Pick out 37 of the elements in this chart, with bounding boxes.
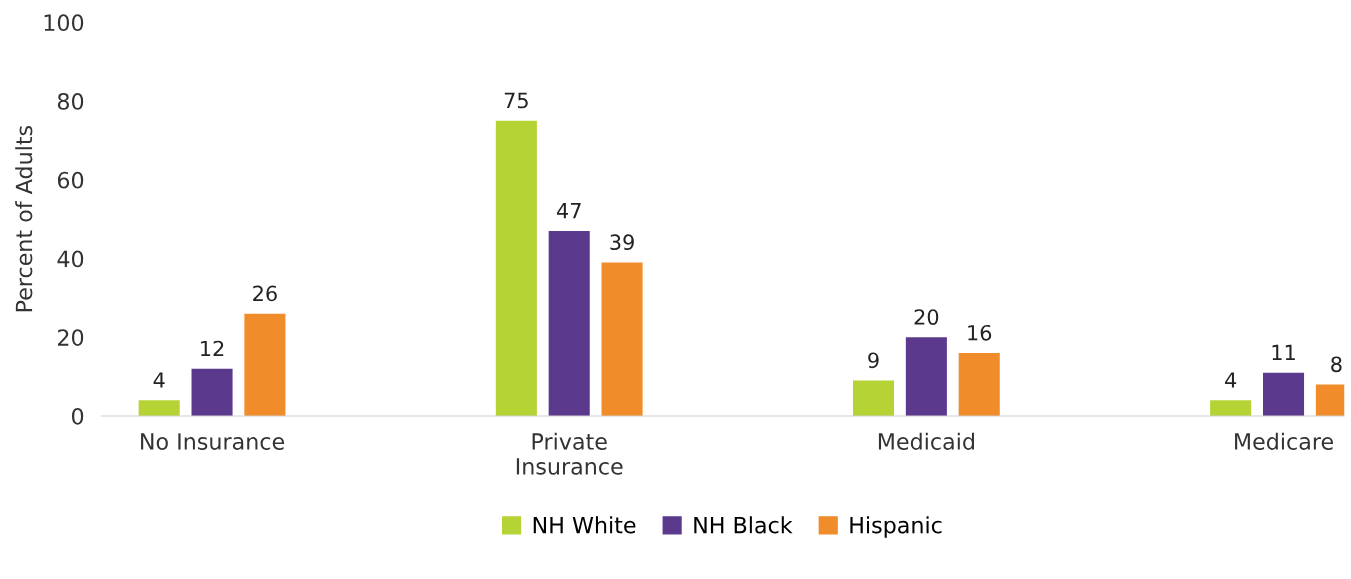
bar xyxy=(1210,400,1252,417)
y-axis-title: Percent of Adults xyxy=(15,125,33,312)
data-label: 26 xyxy=(253,285,277,302)
x-tick-label: Private Insurance xyxy=(516,432,623,475)
bar xyxy=(1262,372,1305,417)
data-label: 12 xyxy=(201,340,224,357)
bar xyxy=(191,368,233,417)
bar xyxy=(905,337,947,417)
bar xyxy=(495,120,537,417)
bar xyxy=(601,262,643,417)
data-label: 75 xyxy=(504,92,528,109)
bar xyxy=(852,380,895,417)
y-tick-label: 60 xyxy=(57,171,84,189)
data-label: 16 xyxy=(968,324,992,341)
y-tick-label: 0 xyxy=(71,407,84,425)
data-label: 47 xyxy=(556,203,581,219)
y-tick-label: 40 xyxy=(57,250,84,268)
data-label: 8 xyxy=(1331,356,1342,373)
legend-label: NH Black xyxy=(694,516,793,534)
data-label: 4 xyxy=(1225,372,1237,388)
legend-label: NH White xyxy=(533,516,636,534)
bar xyxy=(244,313,286,417)
data-label: 20 xyxy=(914,309,939,325)
legend-label: Hispanic xyxy=(850,516,942,538)
bar xyxy=(548,230,590,417)
y-tick-label: 100 xyxy=(44,14,84,32)
y-tick-label: 80 xyxy=(57,92,84,110)
bar xyxy=(138,400,180,417)
y-tick-label: 20 xyxy=(58,329,84,347)
data-label: 39 xyxy=(610,234,634,251)
x-tick-label: No Insurance xyxy=(141,433,285,450)
x-tick-label: Medicare xyxy=(1235,432,1333,450)
bar xyxy=(958,353,1000,417)
x-tick-label: Medicaid xyxy=(878,432,974,450)
data-label: 9 xyxy=(868,352,879,369)
data-label: 11 xyxy=(1272,344,1295,361)
data-label: 4 xyxy=(153,372,165,388)
